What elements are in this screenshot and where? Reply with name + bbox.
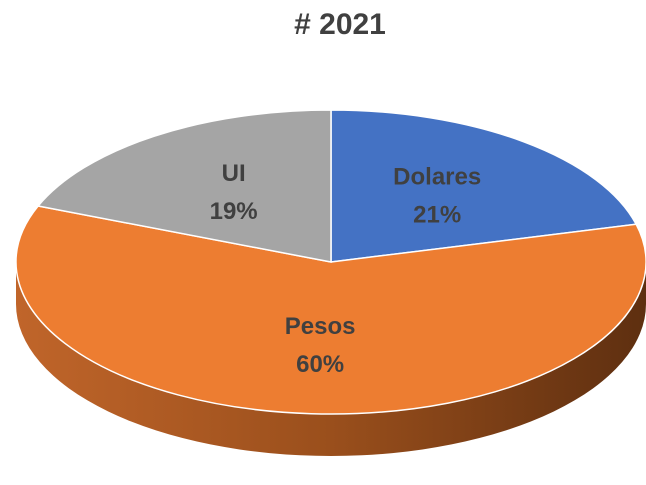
pie-slice	[36, 109, 332, 263]
chart-title: # 2021	[294, 8, 386, 41]
slice-label: Pesos	[285, 313, 356, 340]
pie-side	[16, 262, 646, 456]
slice-value-label: 60%	[296, 351, 344, 378]
pie-slice	[15, 205, 646, 415]
slice-label: Dolares	[393, 163, 481, 190]
slice-label: UI	[222, 160, 246, 187]
slice-value-label: 19%	[210, 198, 258, 225]
pie-slice	[330, 109, 638, 263]
slice-value-label: 21%	[413, 201, 461, 228]
